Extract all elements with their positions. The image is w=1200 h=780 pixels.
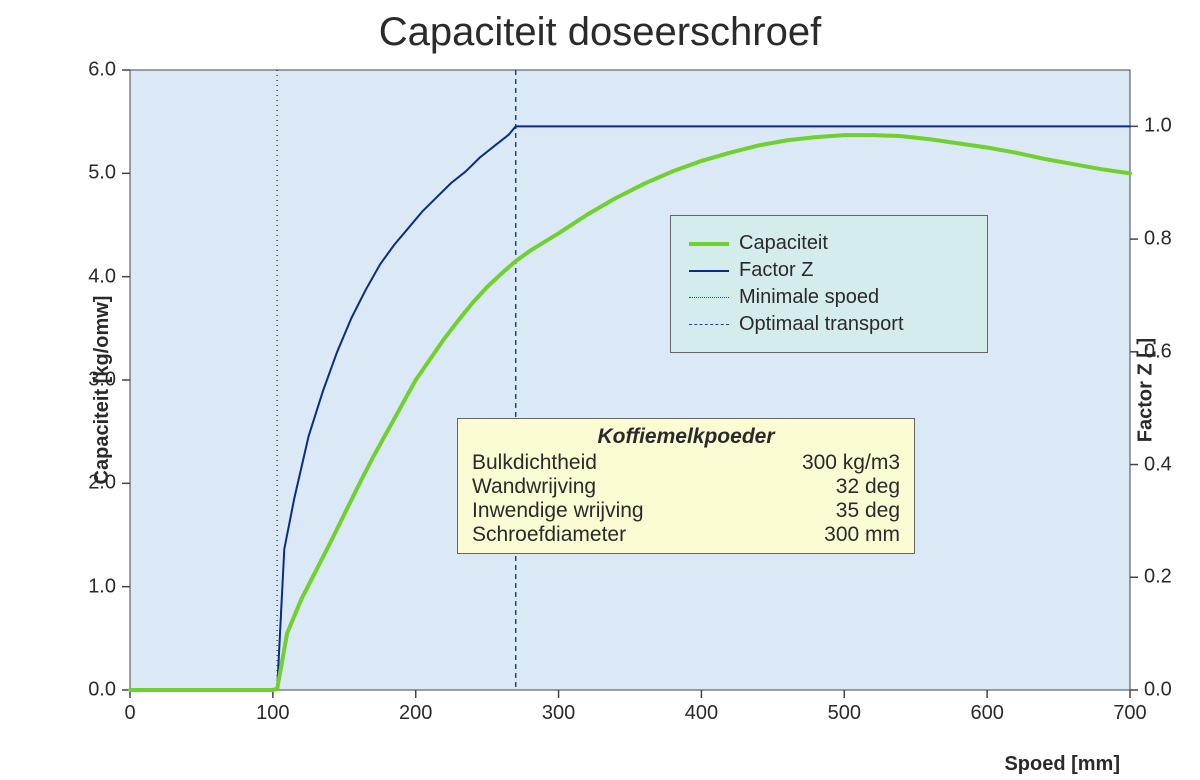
info-row-value: 300 mm (824, 523, 900, 547)
legend-label: Optimaal transport (739, 313, 904, 336)
y-left-tick-label: 4.0 (88, 265, 116, 288)
y-left-tick-label: 3.0 (88, 369, 116, 392)
info-row-value: 32 deg (836, 475, 900, 499)
legend-label: Capaciteit (739, 232, 828, 255)
x-tick-label: 100 (256, 702, 289, 725)
y-left-tick-label: 5.0 (88, 162, 116, 185)
x-axis-label: Spoed [mm] (1004, 753, 1120, 776)
x-tick-label: 400 (685, 702, 718, 725)
x-tick-label: 700 (1113, 702, 1146, 725)
y-right-tick-label: 0.6 (1144, 340, 1172, 363)
info-row-label: Schroefdiameter (472, 523, 626, 547)
info-row-value: 35 deg (836, 499, 900, 523)
legend-label: Minimale spoed (739, 286, 879, 309)
info-row: Bulkdichtheid 300 kg/m3 (472, 451, 900, 475)
legend-item: Capaciteit (689, 232, 969, 255)
info-row-label: Bulkdichtheid (472, 451, 597, 475)
y-left-tick-label: 6.0 (88, 59, 116, 82)
y-right-tick-label: 0.2 (1144, 566, 1172, 589)
chart-container: Capaciteit doseerschroef Capaciteit [kg/… (0, 0, 1200, 780)
x-tick-label: 200 (399, 702, 432, 725)
legend-item: Minimale spoed (689, 286, 969, 309)
legend-swatch (689, 297, 729, 298)
chart-title: Capaciteit doseerschroef (0, 10, 1200, 55)
x-tick-label: 0 (124, 702, 135, 725)
x-tick-label: 600 (970, 702, 1003, 725)
info-row-label: Inwendige wrijving (472, 499, 644, 523)
info-row: Wandwrijving 32 deg (472, 475, 900, 499)
legend-label: Factor Z (739, 259, 813, 282)
legend-swatch (689, 270, 729, 272)
x-tick-label: 500 (828, 702, 861, 725)
info-box-title: Koffiemelkpoeder (472, 425, 900, 449)
plot-area (130, 70, 1130, 690)
x-tick-label: 300 (542, 702, 575, 725)
y-right-tick-label: 0.0 (1144, 679, 1172, 702)
info-row-value: 300 kg/m3 (802, 451, 900, 475)
y-right-tick-label: 1.0 (1144, 115, 1172, 138)
info-row: Schroefdiameter 300 mm (472, 523, 900, 547)
info-box: Koffiemelkpoeder Bulkdichtheid300 kg/m3W… (457, 418, 915, 554)
y-left-tick-label: 2.0 (88, 472, 116, 495)
legend-item: Factor Z (689, 259, 969, 282)
legend-item: Optimaal transport (689, 313, 969, 336)
info-row-label: Wandwrijving (472, 475, 596, 499)
info-row: Inwendige wrijving 35 deg (472, 499, 900, 523)
y-right-tick-label: 0.4 (1144, 453, 1172, 476)
legend: Capaciteit Factor Z Minimale spoed Optimaal… (670, 215, 988, 353)
y-left-tick-label: 1.0 (88, 575, 116, 598)
legend-swatch (689, 242, 729, 246)
y-left-tick-label: 0.0 (88, 679, 116, 702)
legend-swatch (689, 324, 729, 325)
y-right-tick-label: 0.8 (1144, 228, 1172, 251)
